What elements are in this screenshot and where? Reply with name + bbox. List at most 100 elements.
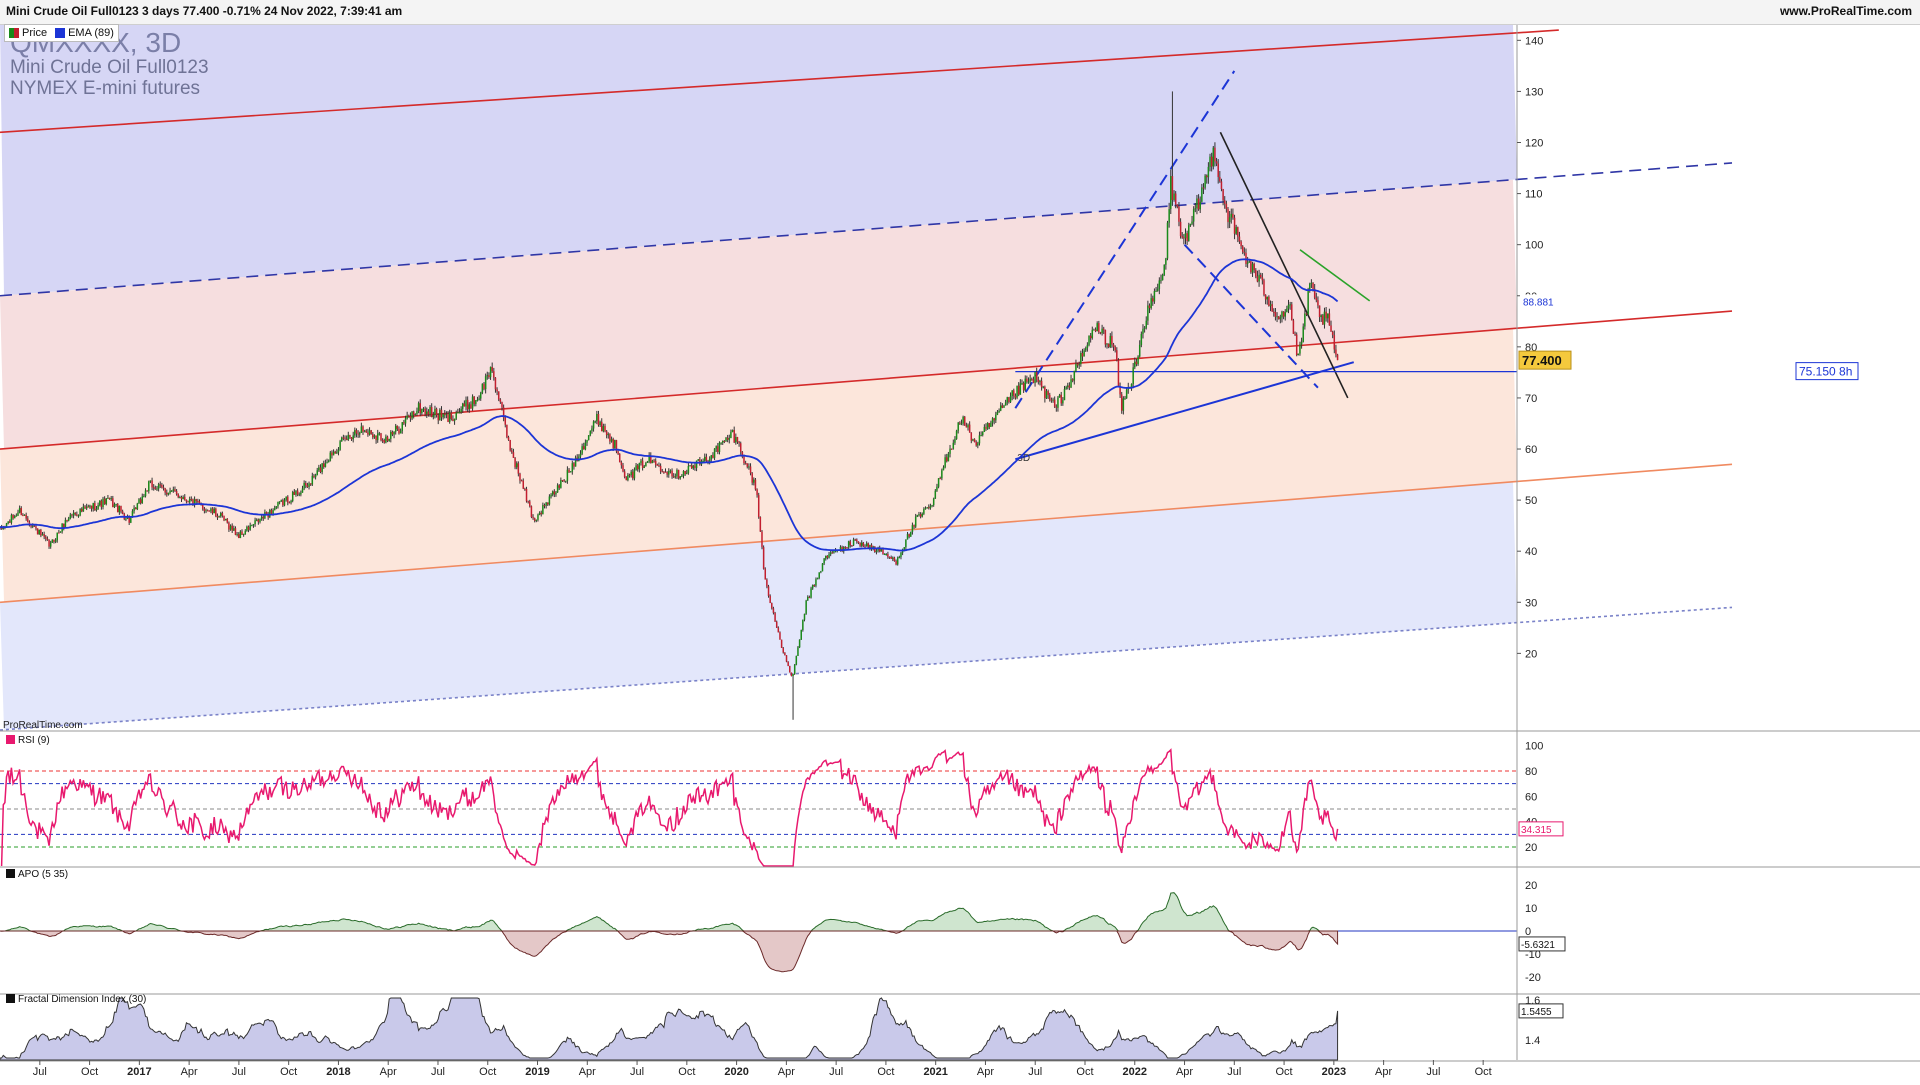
- candle-body: [965, 425, 968, 428]
- candle-body: [942, 467, 945, 471]
- candle-body: [623, 471, 626, 477]
- candle-body: [694, 465, 696, 468]
- apo-y-tick-label: -10: [1525, 949, 1541, 961]
- candle-body: [45, 536, 47, 539]
- candle-body: [1251, 263, 1254, 273]
- rsi-value-label: 34.315: [1521, 825, 1552, 836]
- candle-body: [1140, 333, 1143, 345]
- apo-y-tick-label: -20: [1525, 972, 1541, 984]
- candle-body: [162, 487, 165, 489]
- candle-body: [715, 446, 717, 449]
- fdi-title: Fractal Dimension Index (30): [18, 994, 146, 1005]
- candle-body: [350, 437, 353, 440]
- candle-body: [1086, 344, 1089, 349]
- candle-body: [772, 608, 775, 613]
- candle-body: [1225, 203, 1228, 209]
- candle-body: [1112, 344, 1115, 347]
- candle-body: [462, 403, 464, 409]
- price-y-tick-label: 100: [1525, 240, 1543, 252]
- trendline-channel-lower: [0, 463, 1733, 604]
- candle-body: [509, 440, 511, 451]
- candle-body: [793, 664, 796, 675]
- candle-body: [452, 418, 454, 422]
- candle-body: [560, 480, 562, 488]
- candle-body: [35, 526, 37, 529]
- apo-y-tick-label: 10: [1525, 903, 1537, 915]
- candle-body: [22, 515, 24, 517]
- candle-body: [1171, 176, 1174, 200]
- candle-body: [393, 431, 395, 435]
- candle-body: [455, 412, 457, 419]
- candle-body: [1192, 209, 1195, 222]
- candle-body: [1125, 389, 1128, 399]
- candle-body: [1310, 282, 1313, 284]
- ema-swatch-icon: [55, 28, 66, 39]
- candle-body: [288, 502, 291, 504]
- candle-body: [1068, 385, 1071, 388]
- candle-body: [1160, 280, 1162, 282]
- chart-text: QMXXXX, 3D Mini Crude Oil Full0123 NYMEX…: [3, 27, 209, 1005]
- candle-body: [636, 465, 639, 470]
- candle-body: [741, 451, 744, 457]
- candle-body: [1158, 280, 1161, 289]
- candle-body: [638, 463, 641, 470]
- legend-price[interactable]: Price: [9, 27, 47, 39]
- ema-value-box: [1520, 294, 1566, 308]
- candle-body: [653, 460, 655, 462]
- candle-body: [1163, 264, 1165, 275]
- candle-body: [571, 463, 574, 472]
- candle-body: [641, 460, 644, 468]
- candle-body: [257, 519, 260, 522]
- candle-body: [298, 494, 300, 496]
- candle-body: [721, 440, 724, 443]
- ema-line: [0, 258, 1339, 552]
- brand-link[interactable]: www.ProRealTime.com: [1779, 4, 1912, 18]
- fdi-y-tick-label: 1.4: [1525, 1035, 1540, 1047]
- candle-body: [654, 460, 657, 465]
- candle-body: [650, 455, 652, 464]
- candle-body: [198, 501, 201, 504]
- candle-body: [1152, 298, 1154, 302]
- candle-body: [92, 503, 94, 509]
- candle-body: [854, 539, 856, 541]
- candle-body: [1305, 313, 1308, 315]
- candle-body: [1297, 353, 1300, 356]
- rsi-title: RSI (9): [18, 735, 50, 746]
- candle-body: [1055, 406, 1058, 408]
- band-top: [0, 25, 1517, 296]
- candle-body: [1269, 304, 1272, 306]
- candle-body: [1042, 386, 1044, 388]
- candle-body: [957, 422, 959, 431]
- candle-body: [440, 409, 443, 418]
- candle-body: [432, 414, 435, 418]
- trendline-channel-bottom-dotted: [0, 606, 1733, 731]
- exchange-name: NYMEX E-mini futures: [10, 78, 200, 99]
- candle-body: [1271, 304, 1273, 312]
- candle-body: [358, 432, 361, 435]
- candle-body: [1014, 395, 1017, 398]
- candle-body: [136, 503, 139, 510]
- candle-body: [553, 491, 556, 495]
- candle-body: [411, 411, 413, 419]
- candle-body: [154, 487, 157, 490]
- x-tick-label: Jul: [1227, 1066, 1241, 1078]
- candle-body: [990, 422, 992, 427]
- candle-body: [1333, 335, 1336, 350]
- candle-body: [669, 470, 672, 472]
- candle-body: [936, 486, 938, 491]
- source-label: ProRealTime.com: [3, 720, 83, 731]
- candle-body: [928, 507, 930, 509]
- candle-body: [434, 408, 436, 415]
- candle-body: [1299, 344, 1301, 354]
- price-grid: [0, 733, 1517, 1060]
- candle-body: [1179, 221, 1182, 237]
- x-tick-label: Jul: [1426, 1066, 1440, 1078]
- candle-body: [398, 428, 400, 434]
- candle-body: [609, 434, 611, 442]
- apo-title: APO (5 35): [18, 869, 68, 880]
- candle-body: [287, 496, 289, 503]
- candle-body: [1222, 189, 1224, 201]
- candle-body: [659, 465, 662, 472]
- legend-ema[interactable]: EMA (89): [55, 27, 114, 39]
